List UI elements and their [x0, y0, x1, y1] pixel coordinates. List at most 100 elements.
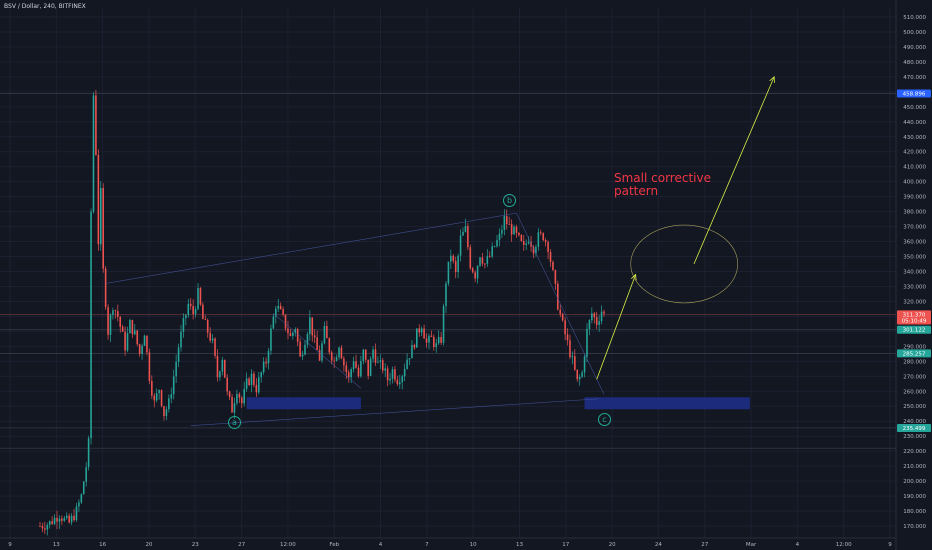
candle-body — [63, 517, 66, 521]
candle-body — [418, 328, 421, 333]
candle-body — [505, 216, 508, 225]
time-axis[interactable]: 9 13 16 20 23 27 12:00 Feb 4 7 10 13 17 20 24 27 Mar 4 12:… — [8, 542, 892, 548]
candle-body — [488, 256, 491, 257]
candle-body — [119, 316, 122, 327]
wave-b-label: b — [503, 194, 516, 207]
candle-body — [109, 315, 112, 335]
candle-body — [321, 343, 323, 361]
time-tick-label: 4 — [379, 542, 383, 548]
candle-body — [192, 305, 194, 315]
price-tick-label: 270.000 — [903, 374, 926, 380]
time-tick-label: 27 — [701, 542, 708, 548]
price-tick-label: 220.000 — [903, 449, 926, 455]
candle-body — [228, 391, 231, 397]
candle-body — [469, 247, 472, 269]
price-badge-label: 301.122 — [903, 328, 926, 334]
candle-body — [240, 397, 243, 404]
candle-body — [250, 373, 253, 386]
candle-body — [486, 256, 489, 264]
candle-body — [75, 506, 78, 521]
candle-body — [209, 332, 211, 341]
candle-body — [391, 369, 394, 379]
candle-body — [185, 314, 187, 319]
candle-body — [403, 368, 406, 377]
candle-body — [180, 331, 182, 348]
candle-body — [267, 350, 270, 364]
price-axis[interactable]: 170.000 180.000 190.000 200.000 210.000 220.0… — [903, 15, 926, 530]
candle-body — [248, 378, 250, 386]
time-tick-label: Mar — [746, 542, 757, 548]
candle-body — [347, 372, 350, 378]
candle-body — [406, 359, 408, 369]
candle-body — [51, 521, 53, 524]
time-tick-label: 24 — [655, 542, 662, 548]
candle-body — [525, 243, 527, 245]
candle-body — [158, 389, 160, 394]
price-tick-label: 370.000 — [903, 225, 926, 231]
candle-body — [102, 188, 104, 269]
candle-body — [384, 368, 386, 371]
candle-body — [445, 283, 447, 307]
candle-body — [80, 494, 83, 503]
candle-body — [311, 317, 314, 336]
price-tick-label: 420.000 — [903, 150, 926, 156]
candle-body — [530, 241, 532, 247]
candle-body — [333, 360, 335, 362]
candle-body — [46, 524, 49, 530]
price-badge-label: 235.499 — [903, 426, 926, 432]
candle-body — [313, 335, 316, 338]
candle-body — [245, 378, 248, 389]
candle-body — [574, 356, 576, 370]
candle-body — [138, 344, 141, 354]
candle-body — [340, 347, 343, 359]
candle-body — [476, 265, 479, 279]
time-tick-label: Feb — [329, 542, 339, 548]
candle-body — [583, 356, 586, 373]
candle-body — [70, 515, 73, 523]
support-zone — [246, 397, 361, 410]
candle-body — [270, 328, 272, 351]
time-tick-label: 27 — [238, 542, 245, 548]
time-tick-label: 17 — [562, 542, 569, 548]
candle-body — [571, 356, 574, 358]
candle-body — [374, 349, 377, 363]
candle-body — [513, 226, 515, 235]
candle-body — [569, 340, 571, 358]
candle-body — [352, 361, 355, 370]
wave-c-label: c — [598, 413, 611, 426]
candle-body — [53, 517, 56, 524]
candle-body — [335, 357, 338, 361]
candle-body — [408, 358, 411, 360]
candle-body — [559, 309, 562, 314]
candle-body — [595, 317, 598, 325]
candle-body — [136, 330, 139, 345]
price-badge-label: 05:10:49 — [902, 318, 927, 324]
candle-body — [153, 395, 156, 401]
candle-body — [287, 328, 289, 334]
candle-body — [557, 283, 559, 310]
candle-body — [350, 369, 352, 378]
candle-body — [496, 239, 498, 247]
candle-body — [435, 343, 438, 348]
pattern-annotation: Small corrective pattern — [614, 172, 711, 198]
candle-body — [44, 528, 46, 530]
candle-body — [87, 438, 90, 468]
candle-body — [121, 326, 124, 332]
candle-body — [272, 316, 275, 329]
candle-body — [474, 272, 476, 279]
price-tick-label: 430.000 — [903, 135, 926, 141]
candle-body — [425, 338, 428, 343]
time-tick-label: 12:00 — [280, 542, 296, 548]
candle-body — [304, 344, 306, 355]
candle-body — [117, 311, 119, 317]
time-tick-label: 20 — [609, 542, 616, 548]
support-zones — [246, 397, 750, 410]
price-tick-label: 280.000 — [903, 359, 926, 365]
candle-body — [522, 240, 525, 245]
candle-body — [214, 338, 216, 356]
price-tick-label: 480.000 — [903, 60, 926, 66]
candle-body — [253, 373, 255, 385]
candle-body — [282, 309, 284, 315]
